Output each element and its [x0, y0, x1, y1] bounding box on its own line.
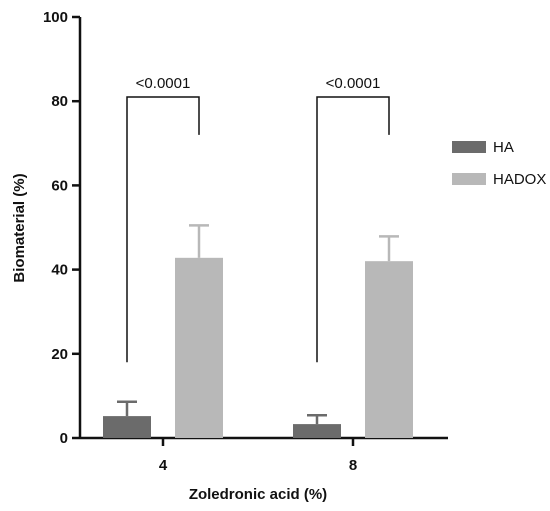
bar-ha — [293, 424, 341, 438]
bar-hadox — [175, 257, 223, 438]
significance-label: <0.0001 — [326, 75, 381, 92]
legend-label-ha: HA — [493, 139, 514, 156]
y-tick-label: 100 — [43, 9, 68, 26]
x-tick-label: 8 — [349, 457, 357, 474]
x-tick-label: 4 — [159, 457, 168, 474]
y-tick-label: 0 — [60, 430, 68, 447]
legend-swatch-hadox — [452, 173, 486, 185]
plot-area: 0 20 40 60 80 100 4 8 <0.0001 <0.0001 HA HADOX — [43, 9, 546, 474]
y-tick-label: 60 — [51, 177, 68, 194]
y-tick-label: 20 — [51, 346, 68, 363]
y-tick-label: 40 — [51, 262, 68, 279]
bar-hadox — [365, 261, 413, 438]
significance-bracket — [126, 96, 200, 363]
legend-swatch-ha — [452, 141, 486, 153]
significance-bracket — [316, 96, 390, 363]
y-axis-title: Biomaterial (%) — [11, 173, 28, 282]
y-tick-label: 80 — [51, 93, 68, 110]
legend-label-hadox: HADOX — [493, 171, 546, 188]
bar-ha — [103, 416, 151, 438]
x-axis-title: Zoledronic acid (%) — [189, 486, 327, 503]
significance-label: <0.0001 — [136, 75, 191, 92]
